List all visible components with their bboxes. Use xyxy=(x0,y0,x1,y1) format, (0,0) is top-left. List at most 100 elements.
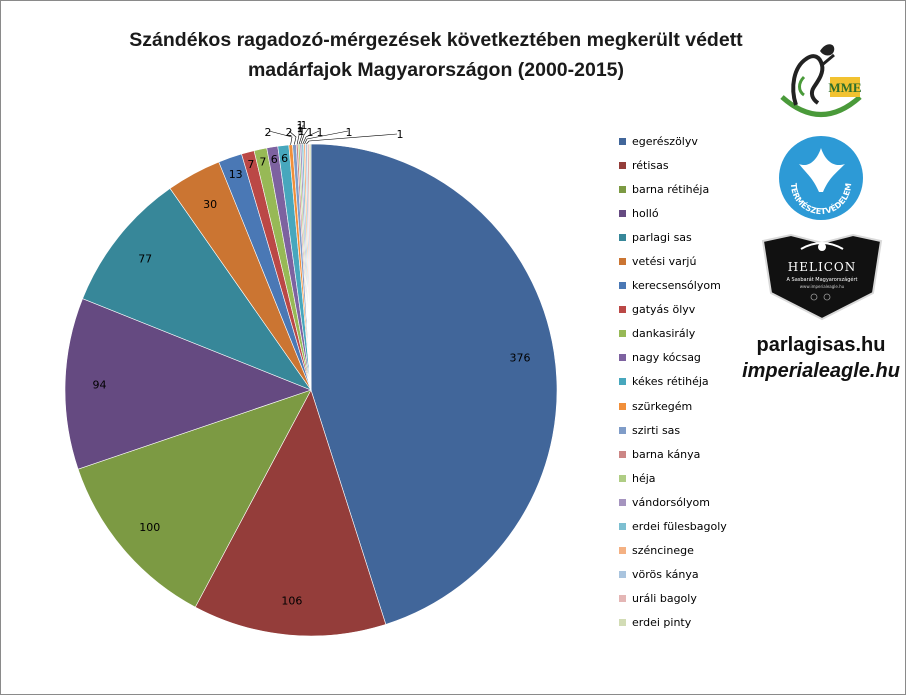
leader-line-erdei-fulesbagoly xyxy=(302,130,320,145)
legend-swatch-voros-kanya xyxy=(619,571,626,579)
legend-label-urali-bagoly: uráli bagoly xyxy=(632,592,697,606)
legend-label-kerecsensolyom: kerecsensólyom xyxy=(632,279,721,293)
legend-swatch-dankasiraly xyxy=(619,330,626,338)
legend-swatch-szurkegem xyxy=(619,402,626,410)
data-label-szurkegem: 2 xyxy=(265,126,272,139)
data-label-barna-retiheja: 100 xyxy=(139,521,160,534)
data-label-parlagi-sas: 77 xyxy=(138,253,152,266)
data-label-egereszolyv: 376 xyxy=(510,352,531,365)
legend-label-kekes-retiheja: kékes rétihéja xyxy=(632,375,709,389)
data-label-voros-kanya: 1 xyxy=(397,128,404,141)
legend-item-barna-kanya: barna kánya xyxy=(619,442,727,466)
legend-item-parlagi-sas: parlagi sas xyxy=(619,225,727,249)
legend-label-heja: héja xyxy=(632,471,656,485)
legend-swatch-erdei-pinty xyxy=(619,619,626,627)
data-label-urali-bagoly: 1 xyxy=(297,119,304,132)
legend-swatch-parlagi-sas xyxy=(619,233,626,241)
legend-item-kekes-retiheja: kékes rétihéja xyxy=(619,370,727,394)
legend-label-voros-kanya: vörös kánya xyxy=(632,568,699,582)
legend-item-erdei-pinty: erdei pinty xyxy=(619,611,727,635)
legend-label-szencinege: széncinege xyxy=(632,544,694,558)
legend-swatch-vandorsolyom xyxy=(619,498,626,506)
legend-swatch-barna-retiheja xyxy=(619,185,626,193)
chart-title-line-2: madárfajok Magyarországon (2000-2015) xyxy=(247,59,625,81)
eagle-head-icon xyxy=(818,243,826,251)
legend-item-vetesi-varju: vetési varjú xyxy=(619,249,727,273)
legend-label-retisas: rétisas xyxy=(632,158,669,172)
legend-item-barna-retiheja: barna rétihéja xyxy=(619,177,727,201)
data-label-vetesi-varju: 30 xyxy=(203,198,217,211)
legend-label-parlagi-sas: parlagi sas xyxy=(632,230,692,244)
data-label-retisas: 106 xyxy=(281,595,302,608)
helicon-partner-icon-1 xyxy=(810,293,818,301)
legend-item-erdei-fulesbagoly: erdei fülesbagoly xyxy=(619,515,727,539)
pie-slice-erdei-pinty xyxy=(308,143,312,391)
legend-label-erdei-pinty: erdei pinty xyxy=(632,616,692,630)
mme-logo-badge xyxy=(830,77,860,97)
data-label-vandorsolyom: 1 xyxy=(307,126,314,139)
data-label-erdei-fulesbagoly: 1 xyxy=(317,126,324,139)
legend-swatch-urali-bagoly xyxy=(619,595,626,603)
legend-swatch-kekes-retiheja xyxy=(619,378,626,386)
legend-label-egereszolyv: egerészölyv xyxy=(632,134,698,148)
site-url-parlagisas: parlagisas.hu xyxy=(756,334,886,356)
leader-line-heja xyxy=(298,124,304,145)
legend-item-nagy-kocsag: nagy kócsag xyxy=(619,346,727,370)
legend-item-kerecsensolyom: kerecsensólyom xyxy=(619,274,727,298)
legend-swatch-heja xyxy=(619,474,626,482)
leader-line-vandorsolyom xyxy=(300,128,309,145)
helicon-logo-url: www.imperialeagle.hu xyxy=(800,284,845,289)
data-label-nagy-kocsag: 6 xyxy=(271,153,278,166)
mme-logo-text: MME xyxy=(828,80,861,95)
data-label-heja: 1 xyxy=(298,125,305,138)
helicon-partner-icon-2 xyxy=(823,293,831,301)
legend-item-voros-kanya: vörös kánya xyxy=(619,563,727,587)
legend-label-barna-retiheja: barna rétihéja xyxy=(632,182,710,196)
data-label-kekes-retiheja: 6 xyxy=(281,152,288,165)
legend-swatch-kerecsensolyom xyxy=(619,282,626,290)
legend-item-retisas: rétisas xyxy=(619,153,727,177)
site-url-imperialeagle: imperialeagle.hu xyxy=(742,360,900,382)
termeszetvedelem-logo: TERMÉSZETVÉDELEM xyxy=(779,136,863,220)
legend-swatch-erdei-fulesbagoly xyxy=(619,523,626,531)
legend-swatch-gatyas-olyv xyxy=(619,306,626,314)
legend-swatch-barna-kanya xyxy=(619,450,626,458)
leader-line-barna-kanya xyxy=(296,127,300,145)
legend-item-urali-bagoly: uráli bagoly xyxy=(619,587,727,611)
legend-item-hollo: holló xyxy=(619,201,727,225)
data-label-barna-kanya: 1 xyxy=(297,122,304,135)
legend-label-szurkegem: szürkegém xyxy=(632,399,693,413)
data-label-kerecsensolyom: 13 xyxy=(229,168,243,181)
legend-label-dankasiraly: dankasirály xyxy=(632,327,696,341)
legend-swatch-retisas xyxy=(619,161,626,169)
legend-label-vandorsolyom: vándorsólyom xyxy=(632,495,710,509)
legend-label-nagy-kocsag: nagy kócsag xyxy=(632,351,701,365)
pie-slice-parlagi-sas xyxy=(82,187,312,391)
data-label-szirti-sas: 2 xyxy=(286,126,293,139)
legend-swatch-hollo xyxy=(619,209,626,217)
mme-logo: MME xyxy=(780,44,862,117)
egret-icon xyxy=(799,148,845,192)
helicon-logo-text: HELICON xyxy=(788,260,856,274)
legend-swatch-vetesi-varju xyxy=(619,258,626,266)
legend-item-szencinege: széncinege xyxy=(619,539,727,563)
legend-label-barna-kanya: barna kánya xyxy=(632,447,701,461)
data-label-dankasiraly: 7 xyxy=(259,155,266,168)
legend-label-erdei-fulesbagoly: erdei fülesbagoly xyxy=(632,520,727,534)
pie-slice-hollo xyxy=(64,298,312,470)
chart-title-line-1: Szándékos ragadozó-mérgezések következté… xyxy=(129,29,743,51)
legend-item-szirti-sas: szirti sas xyxy=(619,418,727,442)
leader-line-voros-kanya xyxy=(306,133,398,145)
pie-slice-egereszolyv xyxy=(310,143,558,625)
legend-item-gatyas-olyv: gatyás ölyv xyxy=(619,298,727,322)
pie-slice-barna-retiheja xyxy=(77,389,312,608)
leader-line-szurkegem xyxy=(268,130,293,145)
chart-title: Szándékos ragadozó-mérgezések következté… xyxy=(71,25,801,85)
pie-slice-retisas xyxy=(194,389,387,637)
legend-item-dankasiraly: dankasirály xyxy=(619,322,727,346)
legend-swatch-szencinege xyxy=(619,547,626,555)
leader-line-szirti-sas xyxy=(288,130,297,145)
helicon-logo: HELICON A Sasbarát Magyarországért www.i… xyxy=(761,233,883,321)
legend-swatch-nagy-kocsag xyxy=(619,354,626,362)
